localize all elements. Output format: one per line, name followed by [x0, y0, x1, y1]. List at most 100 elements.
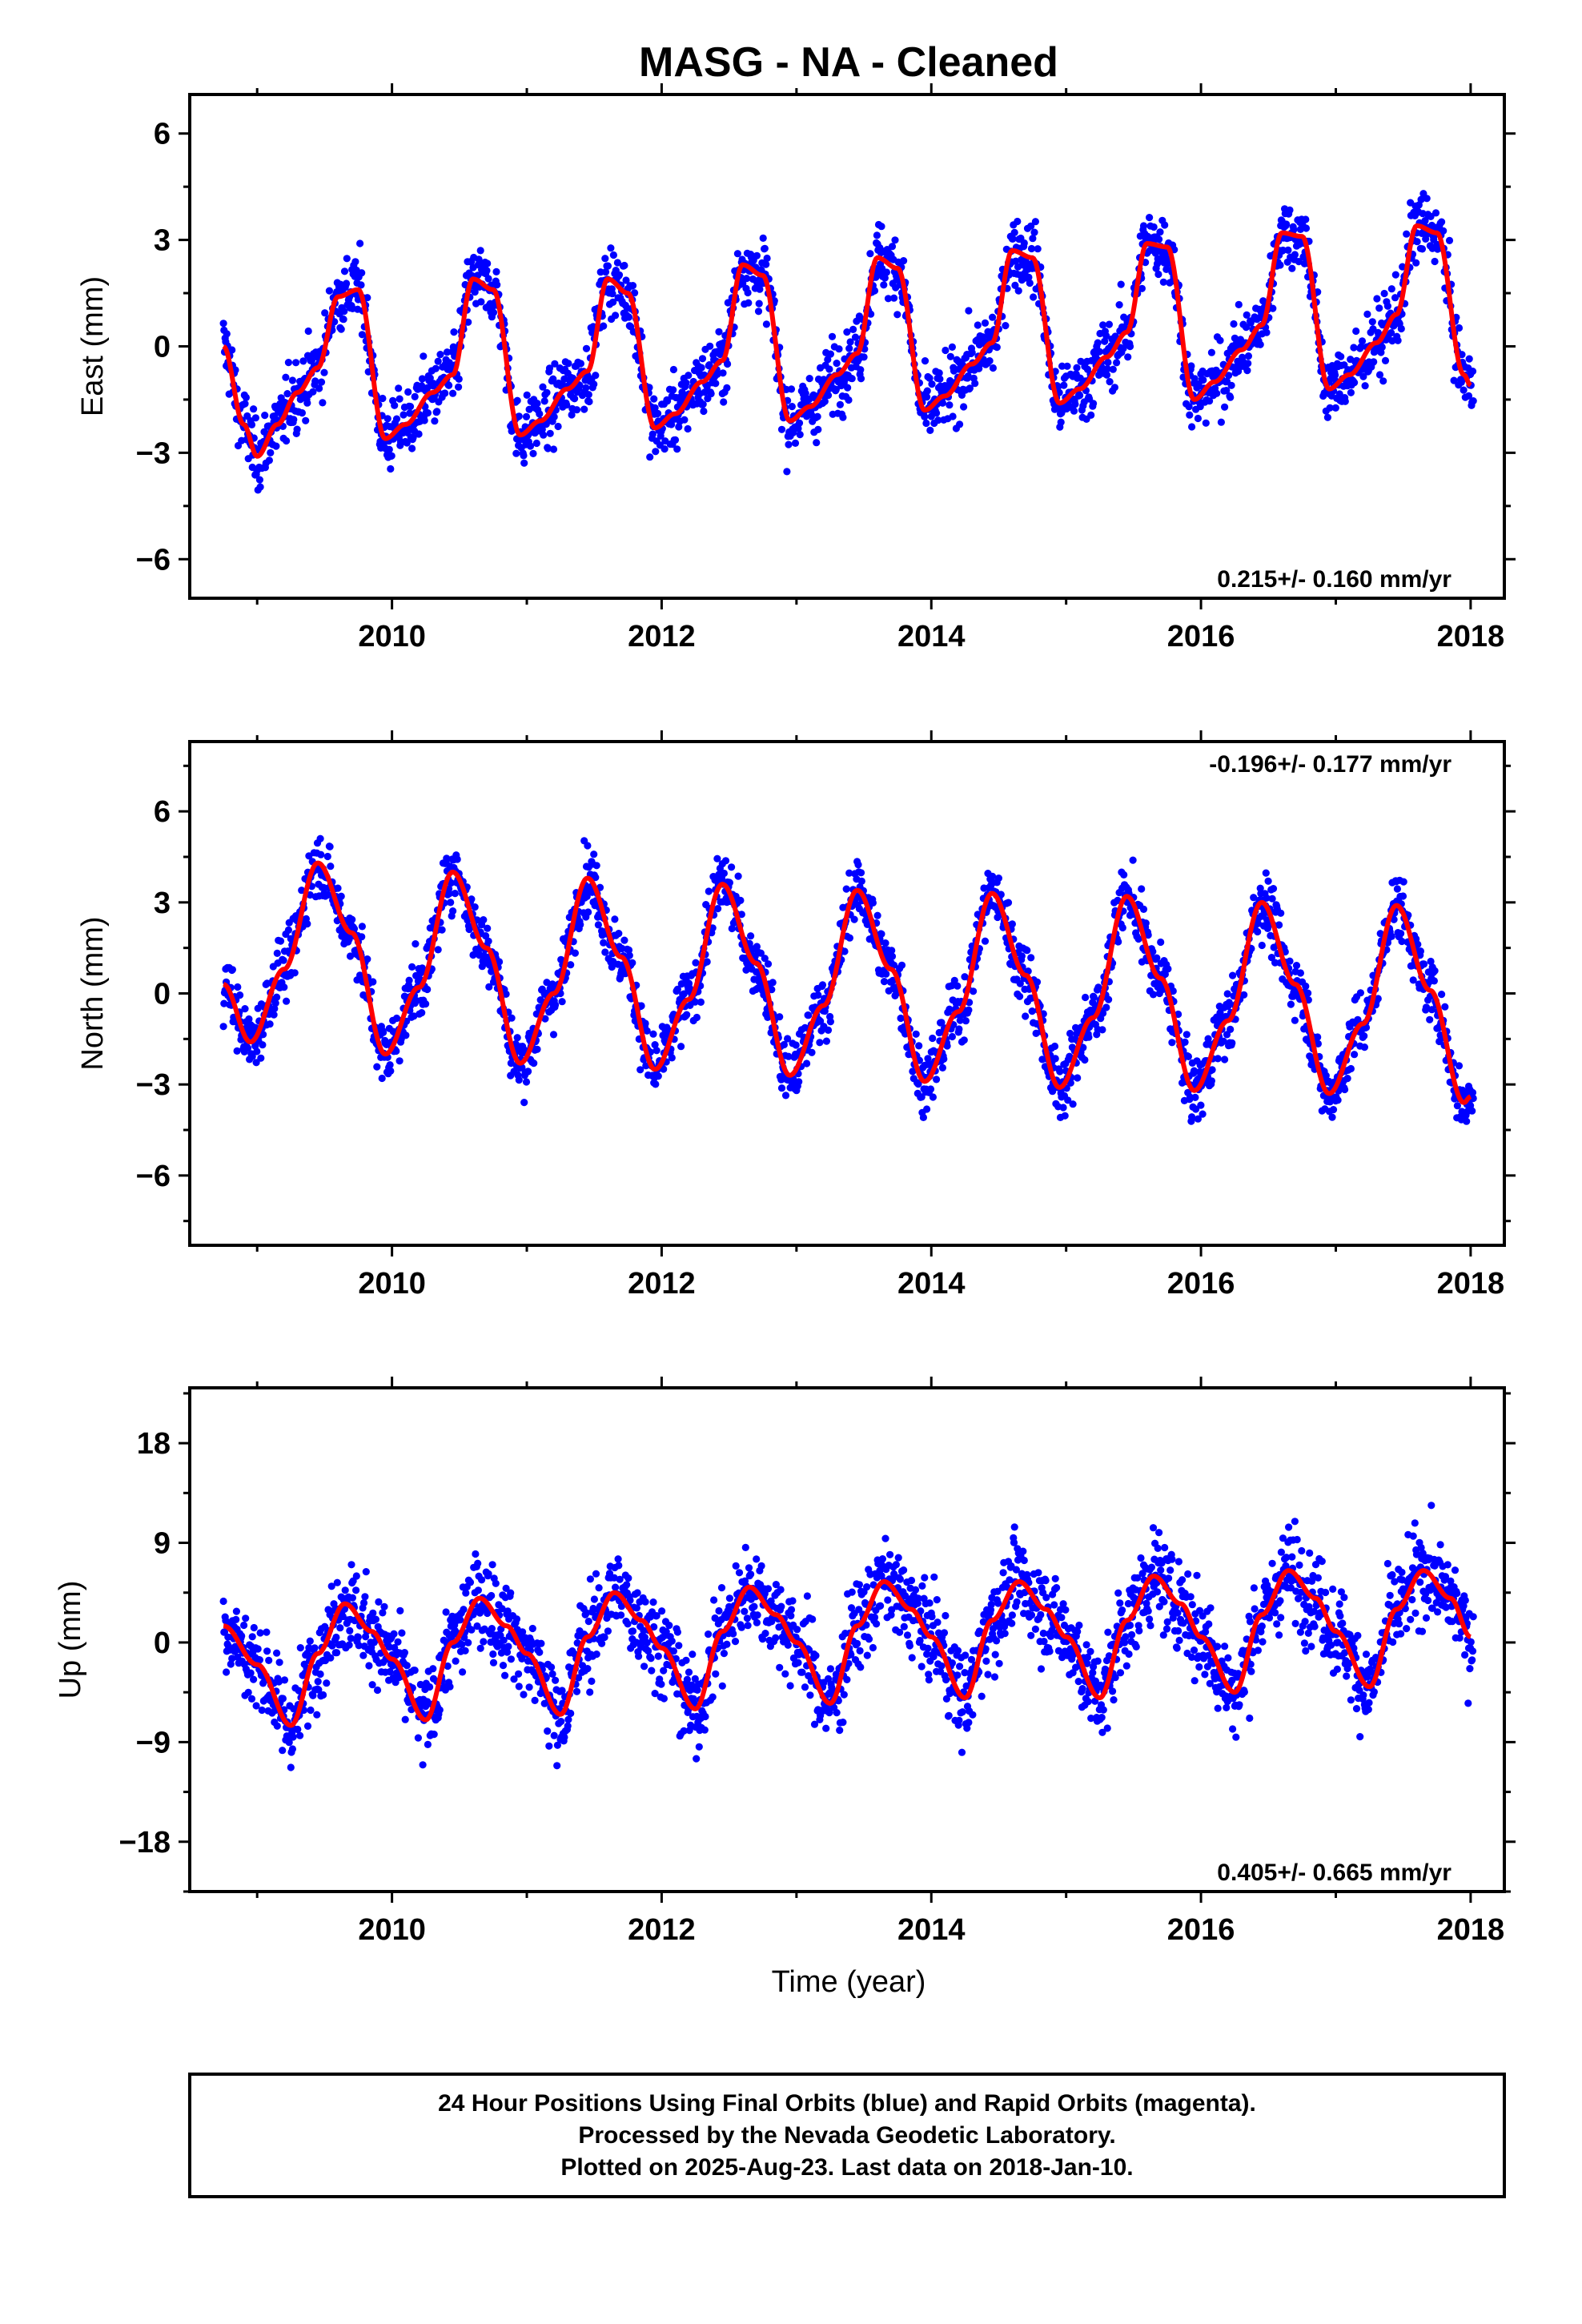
- up-point: [352, 1572, 360, 1580]
- north-point: [620, 936, 628, 944]
- north-point: [1287, 1000, 1295, 1008]
- up-point: [219, 1597, 227, 1606]
- east-point: [420, 416, 428, 424]
- north-point: [926, 1085, 935, 1093]
- east-point: [612, 312, 620, 320]
- north-point: [728, 863, 736, 871]
- north-point: [418, 964, 427, 972]
- north-point: [734, 872, 742, 880]
- up-point: [478, 1576, 486, 1584]
- east-point: [866, 250, 874, 258]
- north-point: [869, 899, 877, 907]
- north-point: [522, 1078, 531, 1086]
- up-point: [452, 1657, 460, 1665]
- east-point: [613, 259, 622, 267]
- east-point: [538, 425, 546, 433]
- x-tick-label: 2018: [1437, 1267, 1505, 1301]
- north-point: [373, 1063, 381, 1071]
- up-point: [398, 1629, 406, 1637]
- east-point: [1109, 365, 1117, 373]
- east-point: [343, 279, 351, 287]
- east-point: [420, 352, 428, 360]
- north-point: [410, 1012, 418, 1020]
- east-point: [965, 307, 973, 315]
- y-tick-label: −3: [136, 1068, 171, 1102]
- east-point: [1230, 320, 1238, 328]
- east-point: [426, 374, 434, 382]
- up-point: [373, 1686, 382, 1695]
- east-point: [339, 316, 347, 324]
- east-point: [1388, 337, 1396, 345]
- east-point: [703, 383, 711, 391]
- up-point: [430, 1731, 438, 1739]
- east-point: [1154, 270, 1162, 279]
- east-point: [1394, 336, 1402, 344]
- north-point: [324, 891, 332, 899]
- east-point: [1361, 382, 1369, 390]
- east-point: [720, 398, 728, 406]
- east-point: [1379, 377, 1387, 385]
- north-point: [378, 1074, 386, 1083]
- east-point: [403, 439, 411, 447]
- east-point: [668, 420, 676, 428]
- up-point: [240, 1621, 248, 1630]
- up-point: [361, 1593, 369, 1601]
- north-point: [955, 1025, 963, 1033]
- east-point: [1288, 264, 1296, 272]
- up-point: [346, 1626, 354, 1634]
- east-point: [654, 409, 662, 417]
- east-fit-line: [222, 223, 1472, 459]
- east-point: [1155, 235, 1163, 243]
- north-point: [266, 1020, 274, 1028]
- east-point: [673, 445, 681, 453]
- east-point: [1455, 324, 1464, 332]
- east-point: [948, 343, 956, 351]
- east-point: [255, 476, 263, 484]
- east-point: [219, 320, 227, 328]
- east-point: [607, 244, 615, 252]
- north-point: [880, 978, 889, 986]
- north-point: [1393, 885, 1401, 893]
- north-y-axis-label: North (mm): [76, 916, 110, 1070]
- east-point: [719, 369, 727, 377]
- east-point: [1399, 263, 1407, 271]
- east-point: [682, 379, 690, 387]
- east-point: [669, 386, 677, 394]
- north-point: [737, 911, 745, 919]
- east-point: [272, 442, 280, 450]
- east-point: [1347, 388, 1355, 396]
- east-point: [1357, 343, 1365, 351]
- east-point: [833, 360, 841, 368]
- east-point: [873, 231, 881, 239]
- north-point: [854, 861, 862, 869]
- east-point: [299, 357, 307, 365]
- east-point: [415, 430, 423, 438]
- north-point: [764, 960, 773, 968]
- east-point: [304, 327, 312, 336]
- north-point: [513, 1034, 521, 1042]
- north-point: [923, 1105, 931, 1113]
- east-point: [1276, 261, 1284, 269]
- east-point: [1187, 362, 1195, 370]
- up-point: [232, 1615, 240, 1623]
- north-point: [1453, 1102, 1461, 1110]
- north-point: [1098, 1026, 1106, 1034]
- north-point: [387, 1067, 395, 1075]
- north-point: [334, 884, 342, 892]
- east-point: [1468, 368, 1477, 376]
- east-point: [431, 417, 439, 425]
- east-point: [418, 375, 427, 383]
- north-point: [549, 1031, 558, 1039]
- east-point: [484, 275, 492, 283]
- north-point: [418, 1009, 426, 1017]
- east-point: [960, 403, 968, 411]
- east-point: [979, 333, 987, 341]
- east-point: [860, 353, 868, 361]
- up-point: [464, 1638, 472, 1647]
- east-point: [1412, 259, 1420, 267]
- up-point: [368, 1681, 376, 1689]
- east-point: [576, 360, 585, 368]
- north-point: [683, 1011, 691, 1019]
- east-point: [1458, 351, 1466, 359]
- north-point: [1181, 1038, 1189, 1046]
